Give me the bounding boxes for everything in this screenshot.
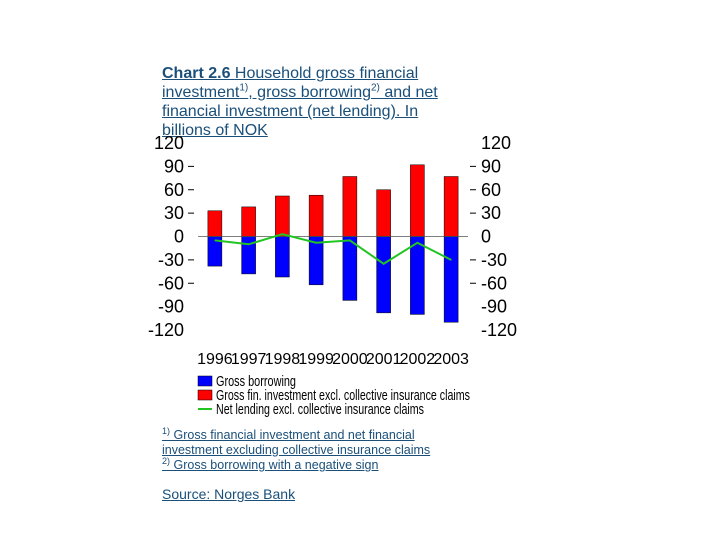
point-net-lending-1997 [248,243,250,245]
legend-label-2: Net lending excl. collective insurance c… [216,401,424,418]
title-line3: financial investment (net lending). In [162,103,419,120]
legend-swatch-1 [197,389,213,401]
bar-investment-1998 [275,195,290,237]
chart-title: Chart 2.6 Household gross financial inve… [162,64,492,140]
bar-borrowing-1998 [275,236,290,278]
bar-borrowing-2000 [342,236,358,301]
chart-label: Chart 2.6 [162,65,231,82]
y-tick-left-120: 120 [154,133,184,153]
y-tick-right-0: 0 [481,227,491,247]
x-tick-2000: 2000 [332,351,368,368]
bar-investment-1999 [308,194,324,237]
title-sup2: 2) [371,82,380,94]
x-tick-2003: 2003 [433,351,469,368]
point-net-lending-2002 [416,242,418,244]
y-tick-left--90: -90 [158,297,184,317]
title-line1: Household gross financial [234,65,419,82]
title-line2c: and net [379,84,438,101]
legend-swatch-0 [197,375,213,387]
source-note: Source: Norges Bank [162,486,296,502]
footnotes: 1) Gross financial investment and net fi… [162,425,482,473]
footnote-1-text: Gross financial investment and net finan… [170,428,415,442]
point-net-lending-1996 [214,239,216,241]
y-tick-right--90: -90 [481,297,507,317]
footnote-1-line2: investment excluding collective insuranc… [162,443,431,457]
y-tick-left--60: -60 [158,273,184,293]
x-tick-2002: 2002 [400,351,436,368]
y-tick-left-60: 60 [164,180,184,200]
title-sup1: 1) [239,82,249,94]
y-tick-left-0: 0 [174,227,184,247]
y-tick-left-30: 30 [164,203,184,223]
bar-borrowing-2001 [376,236,391,314]
footnote-1-mark: 1) [162,425,171,436]
legend-label-0: Gross borrowing [216,373,296,390]
bar-investment-2000 [342,176,358,237]
point-net-lending-2003 [450,259,452,261]
bar-borrowing-2002 [410,236,425,315]
point-net-lending-2000 [349,239,351,241]
y-tick-right-120: 120 [481,133,511,153]
footnote-2-mark: 2) [162,455,171,466]
x-tick-1997: 1997 [231,351,267,368]
y-tick-left--30: -30 [158,250,184,270]
point-net-lending-1999 [315,242,317,244]
title-line4: billions of NOK [162,122,268,139]
y-tick-right-90: 90 [481,156,501,176]
bar-investment-2003 [443,176,459,237]
bar-investment-2001 [376,189,391,237]
footnote-1-line1: 1) Gross financial investment and net fi… [162,425,482,443]
title-line2a: investment [162,84,240,101]
legend-label-1: Gross fin. investment excl. collective i… [216,387,470,404]
y-tick-right-60: 60 [481,180,501,200]
y-tick-right--30: -30 [481,250,507,270]
x-tick-1996: 1996 [197,351,233,368]
y-tick-right--60: -60 [481,273,507,293]
x-tick-1999: 1999 [298,351,334,368]
line-net-lending [214,233,452,265]
x-tick-2001: 2001 [366,351,402,368]
y-tick-right--120: -120 [481,320,517,340]
y-tick-left--120: -120 [148,320,184,340]
x-tick-1998: 1998 [265,351,301,368]
point-net-lending-1998 [281,233,283,235]
point-net-lending-2001 [383,263,385,265]
bar-investment-1997 [241,206,256,237]
footnote-2-line1: 2) Gross borrowing with a negative sign [162,455,482,473]
y-tick-right-30: 30 [481,203,501,223]
bar-investment-2002 [410,164,425,237]
y-tick-left-90: 90 [164,156,184,176]
bar-borrowing-2003 [443,236,459,323]
footnote-2-text: Gross borrowing with a negative sign [170,458,379,472]
title-line2b: , gross borrowing [248,84,371,101]
bar-borrowing-1999 [308,236,324,286]
bar-investment-1996 [207,210,223,237]
